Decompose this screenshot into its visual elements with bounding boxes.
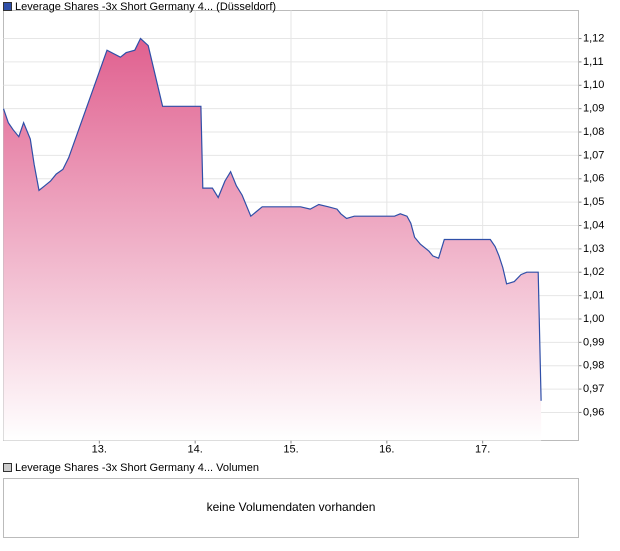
y-tick-label: 0,96 (583, 406, 604, 418)
y-tick-label: 0,98 (583, 360, 604, 372)
y-tick-label: 0,99 (583, 336, 604, 348)
y-tick-label: 1,05 (583, 196, 604, 208)
y-tick-label: 1,03 (583, 243, 604, 255)
y-tick-label: 0,97 (583, 383, 604, 395)
y-tick-label: 1,01 (583, 290, 604, 302)
y-tick-label: 1,11 (583, 56, 604, 68)
y-tick-label: 1,08 (583, 126, 604, 138)
y-tick-label: 1,07 (583, 149, 604, 161)
x-tick-label: 13. (92, 443, 107, 455)
y-tick-label: 1,00 (583, 313, 604, 325)
x-tick-label: 14. (188, 443, 203, 455)
volume-message: keine Volumendaten vorhanden (207, 500, 376, 514)
price-line (2, 37, 542, 401)
y-tick-label: 1,02 (583, 266, 604, 278)
volume-legend-swatch (3, 463, 12, 472)
y-tick-label: 1,04 (583, 219, 604, 231)
y-tick-label: 1,10 (583, 79, 604, 91)
y-tick-label: 1,06 (583, 173, 604, 185)
x-tick-label: 17. (475, 443, 490, 455)
volume-frame (3, 478, 579, 538)
volume-legend-label: Leverage Shares -3x Short Germany 4... V… (15, 462, 259, 474)
legend-swatch (3, 2, 12, 11)
y-tick-label: 1,09 (583, 103, 604, 115)
legend-label: Leverage Shares -3x Short Germany 4... (… (15, 1, 276, 13)
y-tick-label: 1,12 (583, 32, 604, 44)
x-tick-label: 16. (379, 443, 394, 455)
area-fill (3, 38, 542, 441)
x-tick-label: 15. (283, 443, 298, 455)
